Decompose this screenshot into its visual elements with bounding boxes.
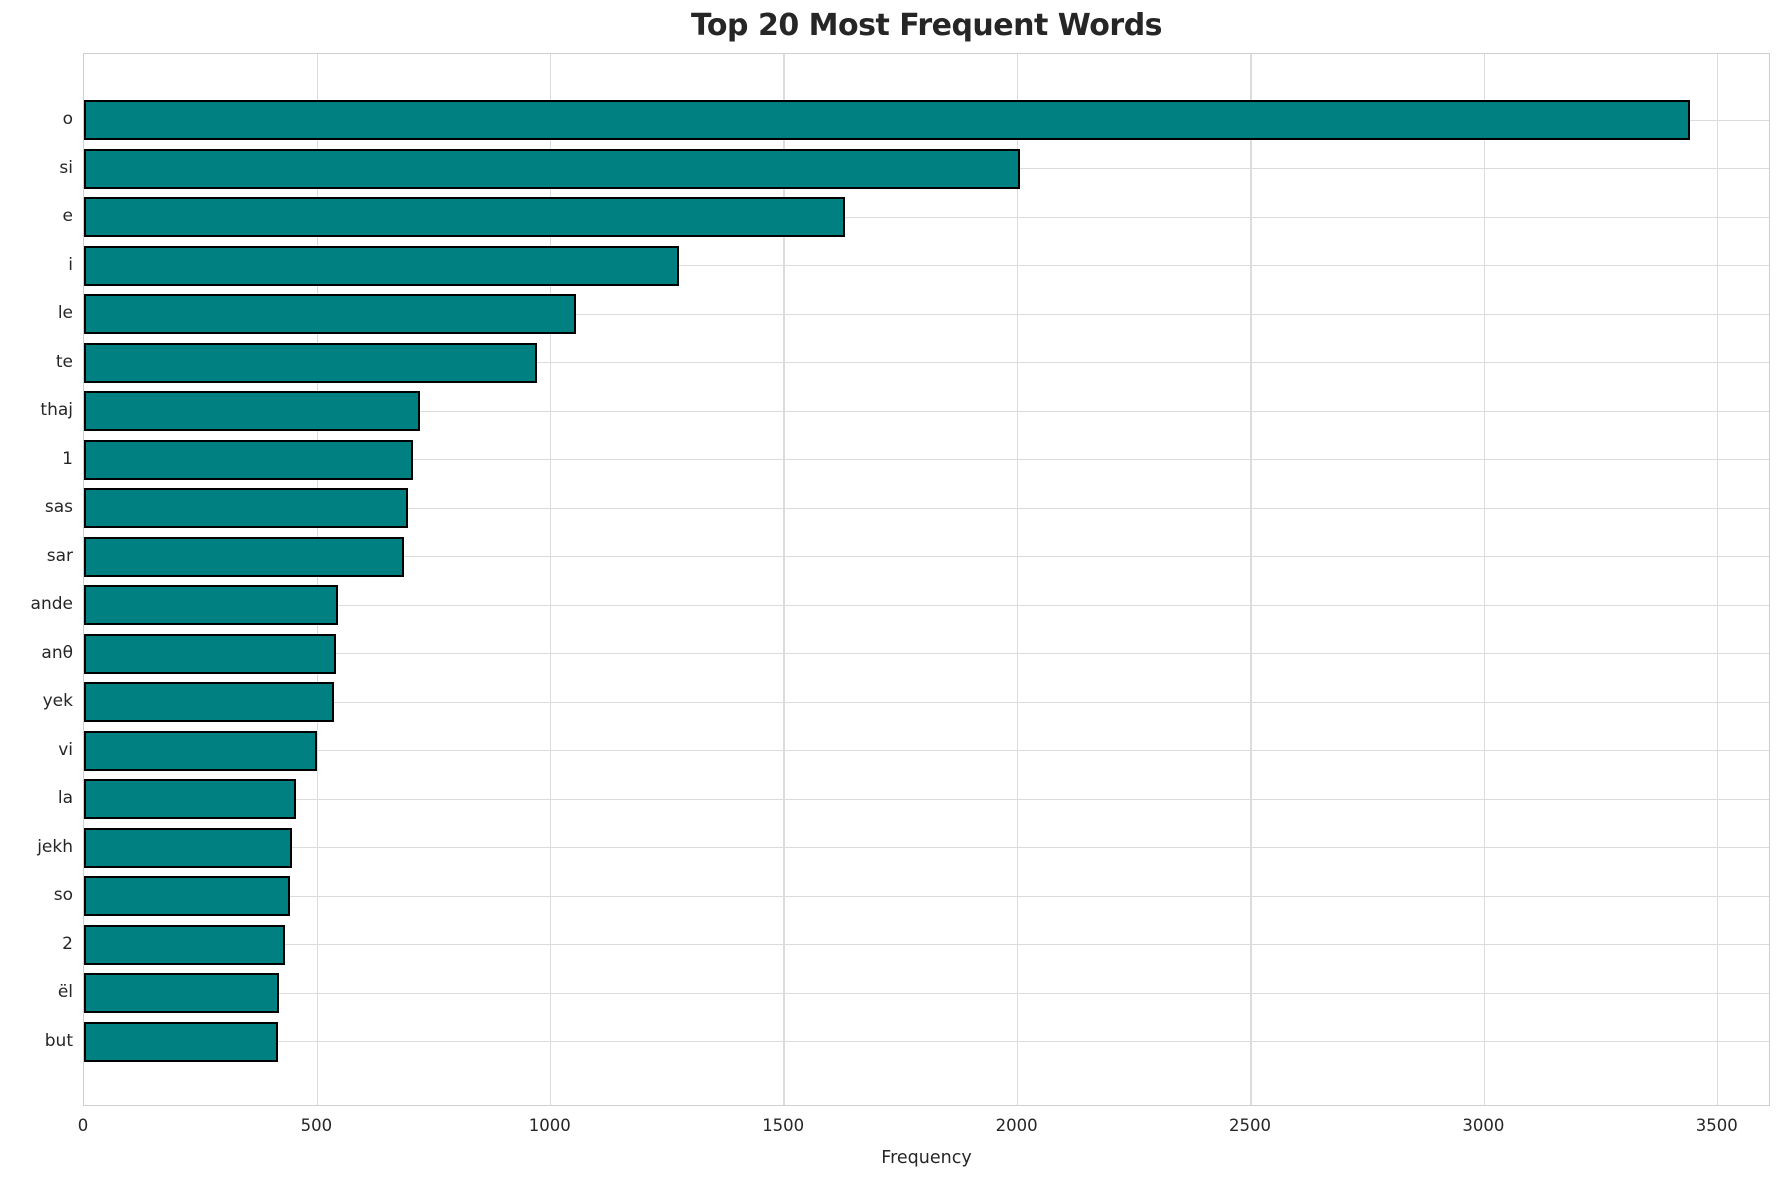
y-tick-label-e: e xyxy=(62,206,73,227)
y-tick-label-thaj: thaj xyxy=(40,400,73,421)
bar-ël xyxy=(84,973,280,1014)
x-gridline-1500 xyxy=(783,54,785,1105)
x-gridline-2500 xyxy=(1250,54,1252,1105)
y-gridline xyxy=(84,265,1769,267)
bar-so xyxy=(84,876,291,917)
y-tick-label-ël: ël xyxy=(57,982,73,1003)
bar-anθ xyxy=(84,633,337,674)
y-tick-label-so: so xyxy=(53,885,73,906)
bar-le xyxy=(84,294,577,335)
y-gridline xyxy=(84,1041,1769,1043)
x-tick-label-0: 0 xyxy=(77,1116,89,1135)
x-tick-label-2500: 2500 xyxy=(1228,1116,1271,1135)
x-tick-label-500: 500 xyxy=(300,1116,333,1135)
y-tick-label-jekh: jekh xyxy=(37,836,73,857)
y-gridline xyxy=(84,216,1769,218)
y-tick-label-la: la xyxy=(57,788,73,809)
bar-te xyxy=(84,342,537,383)
x-gridline-1000 xyxy=(550,54,552,1105)
y-gridline xyxy=(84,992,1769,994)
y-tick-label-anθ: anθ xyxy=(41,642,73,663)
y-tick-label-1: 1 xyxy=(62,448,73,469)
x-axis-label: Frequency xyxy=(881,1148,972,1168)
bar-vi xyxy=(84,730,318,771)
y-gridline xyxy=(84,313,1769,315)
y-gridline xyxy=(84,750,1769,752)
y-gridline xyxy=(84,459,1769,461)
bar-la xyxy=(84,779,297,820)
y-gridline xyxy=(84,653,1769,655)
y-tick-label-i: i xyxy=(68,254,73,275)
x-tick-label-1000: 1000 xyxy=(528,1116,571,1135)
bar-but xyxy=(84,1021,278,1062)
y-tick-label-yek: yek xyxy=(42,691,73,712)
y-tick-label-vi: vi xyxy=(58,739,73,760)
bar-jekh xyxy=(84,827,292,868)
y-gridline xyxy=(84,507,1769,509)
y-gridline xyxy=(84,701,1769,703)
y-gridline xyxy=(84,604,1769,606)
bar-2 xyxy=(84,924,285,965)
y-tick-label-sar: sar xyxy=(46,545,73,566)
bar-sar xyxy=(84,536,404,577)
y-tick-label-le: le xyxy=(57,303,73,324)
bar-si xyxy=(84,148,1020,189)
y-gridline xyxy=(84,944,1769,946)
y-gridline xyxy=(84,362,1769,364)
x-gridline-500 xyxy=(316,54,319,1105)
y-gridline xyxy=(84,895,1769,897)
bar-i xyxy=(84,245,680,286)
bar-ande xyxy=(84,585,339,626)
chart-title: Top 20 Most Frequent Words xyxy=(690,8,1163,43)
y-tick-label-te: te xyxy=(55,351,73,372)
plot-area xyxy=(83,53,1770,1106)
x-tick-label-1500: 1500 xyxy=(762,1116,805,1135)
y-tick-label-si: si xyxy=(59,157,73,178)
x-tick-label-3500: 3500 xyxy=(1695,1116,1738,1135)
y-gridline xyxy=(84,410,1769,412)
y-gridline xyxy=(84,847,1769,849)
y-tick-label-ande: ande xyxy=(30,594,73,615)
bar-1 xyxy=(84,439,414,480)
x-tick-label-3000: 3000 xyxy=(1462,1116,1505,1135)
y-tick-label-2: 2 xyxy=(62,933,73,954)
bar-e xyxy=(84,197,845,238)
y-tick-label-sas: sas xyxy=(44,497,73,518)
y-gridline xyxy=(84,798,1769,800)
x-gridline-3000 xyxy=(1483,54,1486,1105)
y-gridline xyxy=(84,556,1769,558)
x-gridline-3500 xyxy=(1717,54,1719,1105)
x-tick-label-2000: 2000 xyxy=(995,1116,1038,1135)
y-tick-label-but: but xyxy=(44,1030,73,1051)
bar-o xyxy=(84,100,1690,141)
y-tick-label-o: o xyxy=(62,109,73,130)
bar-sas xyxy=(84,488,409,529)
bar-yek xyxy=(84,682,334,723)
x-gridline-2000 xyxy=(1016,54,1019,1105)
bar-thaj xyxy=(84,391,421,432)
